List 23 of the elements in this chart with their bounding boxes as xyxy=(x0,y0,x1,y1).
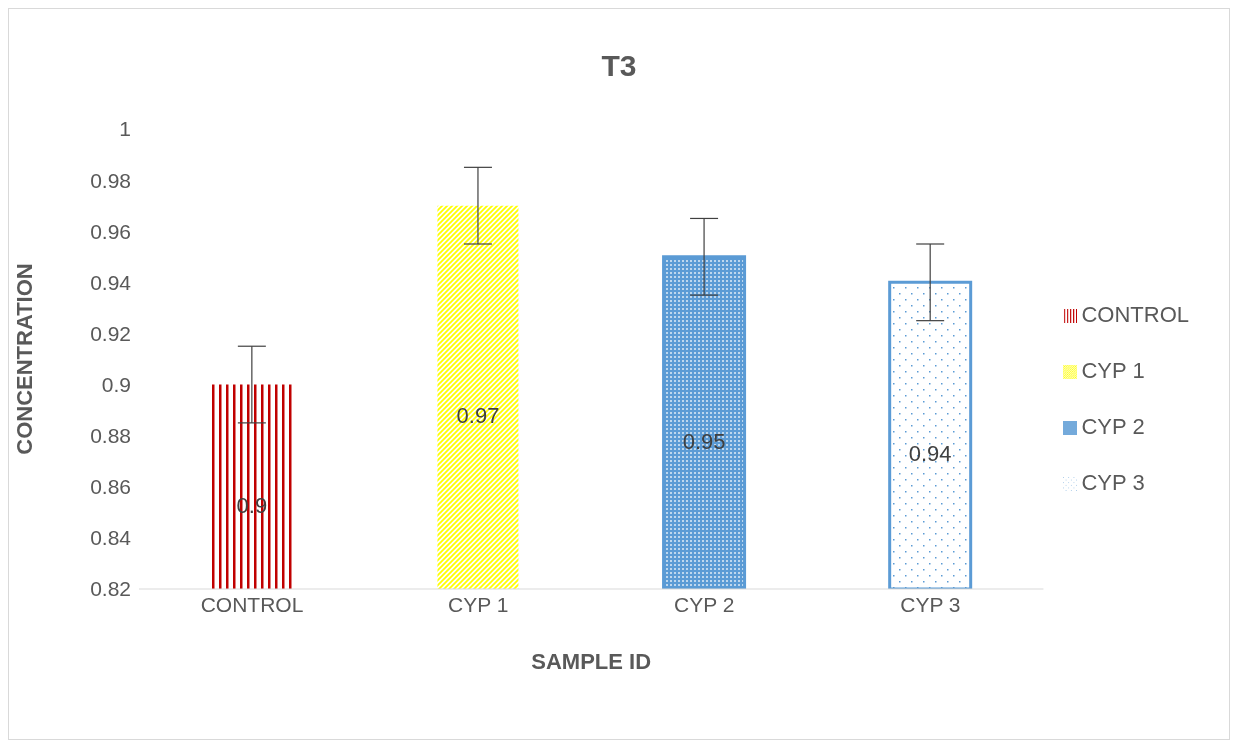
legend-label: CYP 1 xyxy=(1081,358,1145,383)
y-tick-label: 0.88 xyxy=(90,424,131,448)
x-axis-title: SAMPLE ID xyxy=(531,649,652,674)
x-tick-label: CYP 2 xyxy=(674,592,735,616)
y-tick-label: 0.84 xyxy=(90,526,132,550)
legend-label: CYP 3 xyxy=(1081,470,1145,495)
y-tick-label: 0.82 xyxy=(90,577,131,601)
y-tick-label: 0.9 xyxy=(101,373,131,397)
data-label: 0.95 xyxy=(682,428,726,454)
x-tick-label: CONTROL xyxy=(200,592,304,616)
legend-label: CYP 2 xyxy=(1081,414,1145,439)
y-axis-title: CONCENTRATION xyxy=(11,263,37,455)
y-tick-label: 1 xyxy=(119,117,131,141)
chart-title: T3 xyxy=(600,49,638,84)
data-label: 0.94 xyxy=(908,441,952,467)
x-tick-label: CYP 1 xyxy=(448,592,509,616)
x-tick-label: CYP 3 xyxy=(900,592,961,616)
y-tick-label: 0.86 xyxy=(90,475,131,499)
y-tick-label: 0.96 xyxy=(90,219,131,243)
y-tick-label: 0.94 xyxy=(90,270,132,294)
legend-label: CONTROL xyxy=(1081,302,1189,327)
y-tick-label: 0.92 xyxy=(90,321,131,345)
y-tick-label: 0.98 xyxy=(90,168,131,192)
